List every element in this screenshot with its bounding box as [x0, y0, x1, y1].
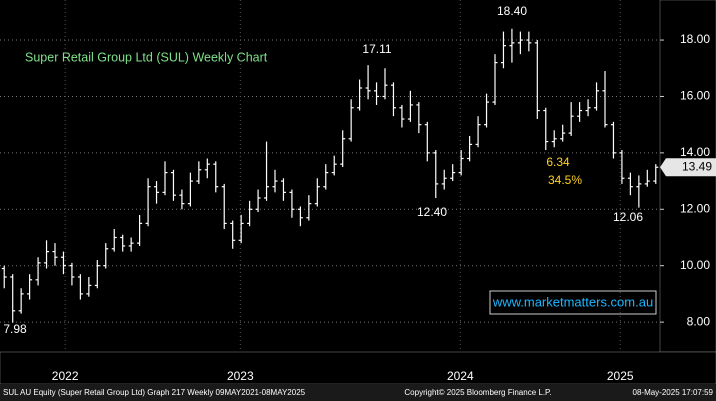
- footer-center: Copyright© 2025 Bloomberg Finance L.P.: [404, 388, 551, 397]
- chart-title: Super Retail Group Ltd (SUL) Weekly Char…: [25, 50, 268, 64]
- y-tick-label: 14.00: [680, 145, 710, 159]
- last-price-box: [660, 158, 716, 177]
- last-price-label: 13.49: [682, 159, 712, 173]
- y-tick-label: 8.00: [687, 314, 711, 328]
- annotation: 34.5%: [548, 173, 582, 187]
- annotation: 6.34: [546, 155, 570, 169]
- y-tick-label: 16.00: [680, 89, 710, 103]
- annotation: 12.40: [417, 205, 447, 219]
- annotation: 12.06: [613, 210, 643, 224]
- x-tick-label: 2022: [52, 369, 79, 383]
- footer-left: SUL AU Equity (Super Retail Group Ltd) G…: [3, 388, 306, 397]
- y-tick-label: 10.00: [680, 258, 710, 272]
- annotation: 17.11: [362, 42, 391, 56]
- watermark-box: [489, 290, 657, 315]
- x-tick-label: 2024: [447, 369, 474, 383]
- footer-bar: [0, 384, 716, 401]
- y-tick-label: 18.00: [680, 32, 710, 46]
- x-tick-label: 2025: [607, 369, 634, 383]
- footer-right: 08-May-2025 17:07:59: [633, 388, 714, 397]
- watermark: www.marketmatters.com.au: [492, 294, 653, 309]
- x-tick-label: 2023: [227, 369, 254, 383]
- annotation: 7.98: [3, 322, 27, 336]
- annotation: 18.40: [497, 4, 527, 18]
- y-tick-label: 12.00: [680, 201, 710, 215]
